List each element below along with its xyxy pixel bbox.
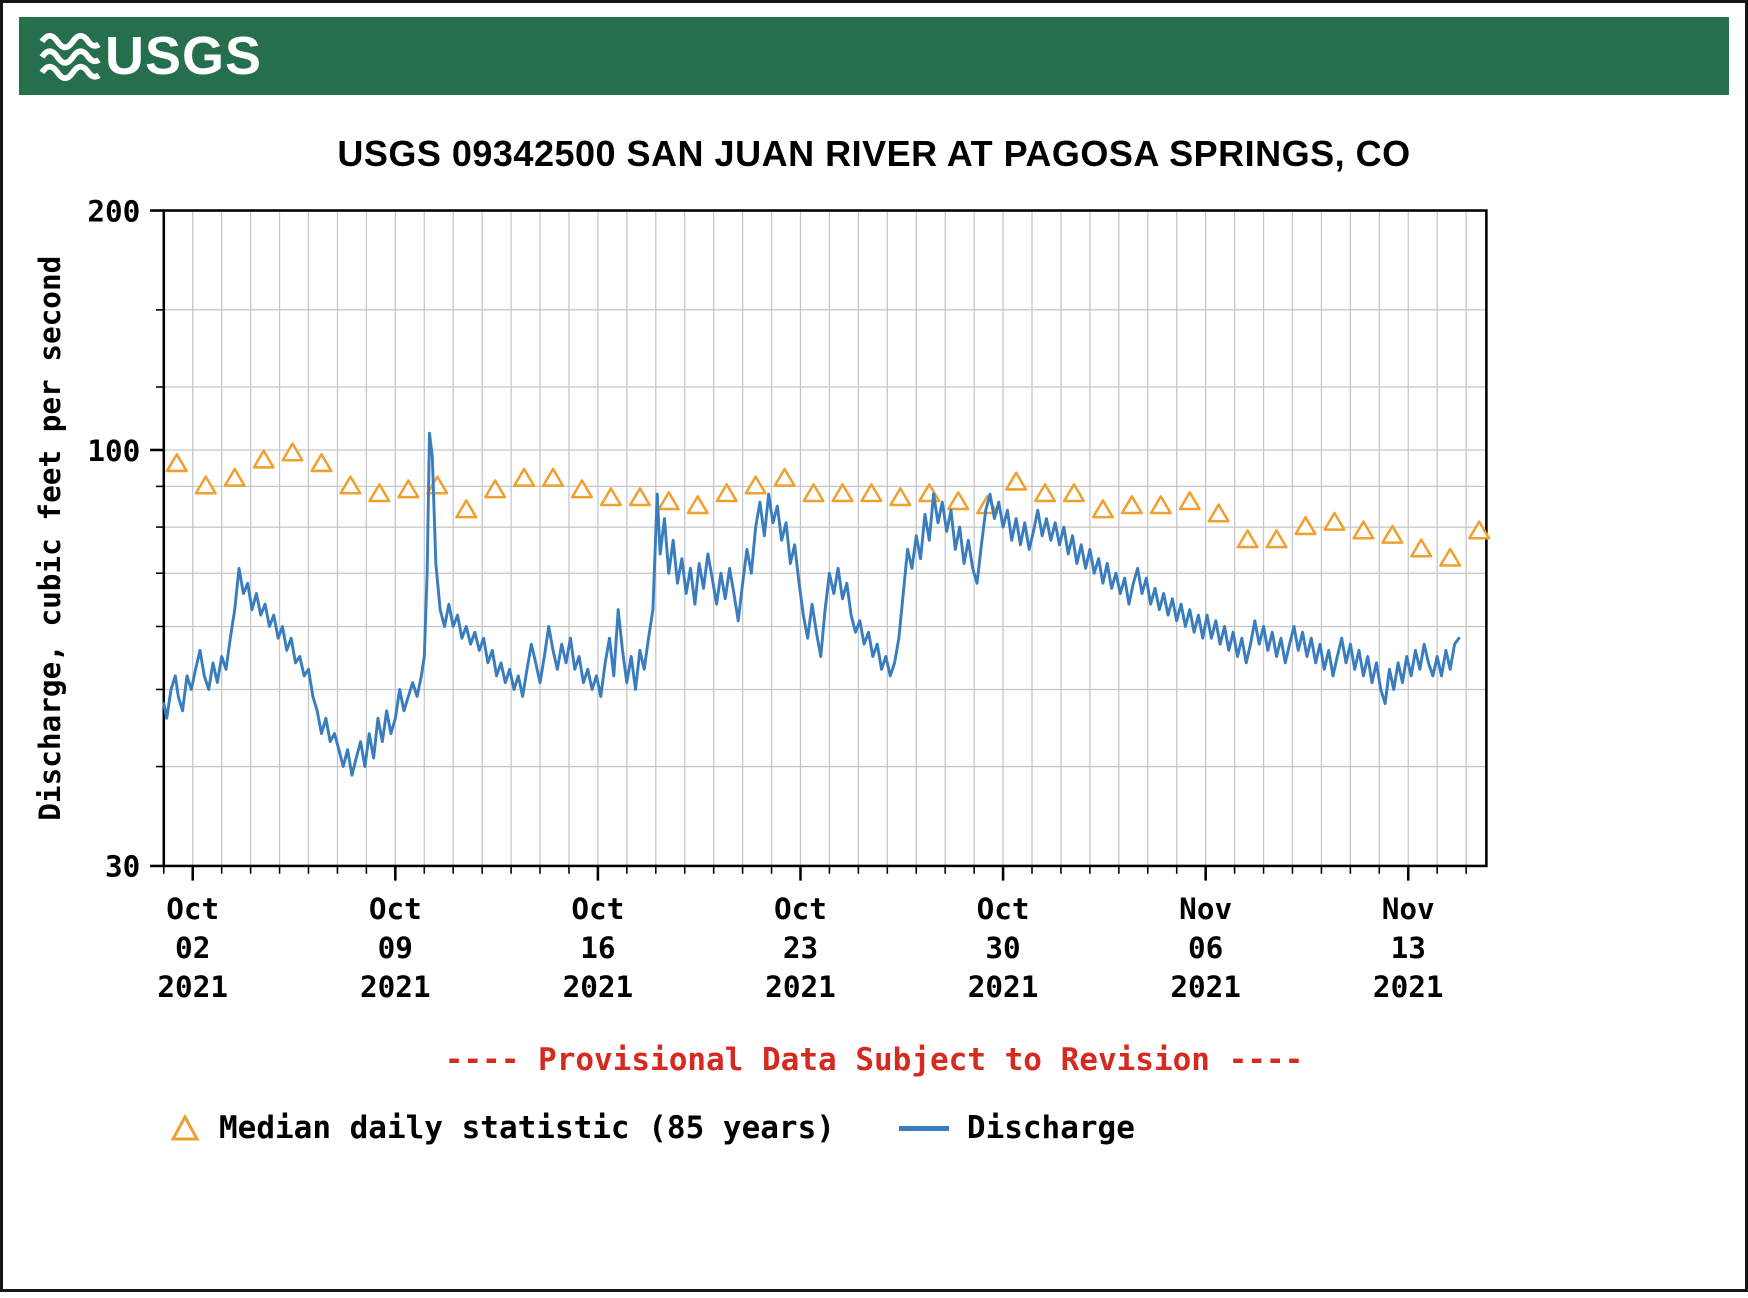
median-marker xyxy=(252,449,275,469)
median-marker xyxy=(1178,491,1201,511)
median-marker xyxy=(339,475,362,495)
median-marker xyxy=(1265,529,1288,549)
median-marker xyxy=(686,495,709,515)
median-marker xyxy=(1468,520,1491,540)
median-marker xyxy=(281,442,304,462)
median-marker xyxy=(657,491,680,511)
x-tick-label: 2021 xyxy=(1170,970,1241,1004)
legend-item-median: Median daily statistic (85 years) xyxy=(169,1110,835,1146)
median-marker xyxy=(773,467,796,487)
median-marker xyxy=(889,487,912,507)
median-marker xyxy=(715,483,738,503)
median-marker xyxy=(223,467,246,487)
x-tick-label: 2021 xyxy=(968,970,1039,1004)
x-tick-label: 23 xyxy=(783,931,818,965)
provisional-notice: ---- Provisional Data Subject to Revisio… xyxy=(444,1042,1304,1079)
page: USGS USGS 09342500 SAN JUAN RIVER AT PAG… xyxy=(3,3,1745,1180)
median-marker xyxy=(1381,524,1404,544)
median-triangle-icon xyxy=(170,1114,200,1141)
median-marker xyxy=(310,453,333,473)
median-marker xyxy=(860,483,883,503)
x-tick-label: 2021 xyxy=(765,970,836,1004)
x-tick-label: 2021 xyxy=(563,970,634,1004)
median-marker xyxy=(744,475,767,495)
median-marker xyxy=(397,479,420,499)
x-tick-label: 09 xyxy=(378,931,413,965)
discharge-line-icon xyxy=(898,1125,949,1131)
median-marker xyxy=(194,475,217,495)
median-marker xyxy=(1236,529,1259,549)
usgs-header-bar: USGS xyxy=(19,17,1729,95)
median-marker xyxy=(599,487,623,507)
median-marker xyxy=(947,491,970,511)
median-marker xyxy=(484,479,507,499)
legend-median-label: Median daily statistic (85 years) xyxy=(219,1110,835,1147)
chart-title: USGS 09342500 SAN JUAN RIVER AT PAGOSA S… xyxy=(337,133,1411,174)
x-tick-label: 02 xyxy=(175,931,210,965)
usgs-waves-icon xyxy=(39,32,101,82)
x-tick-label: Oct xyxy=(774,892,827,926)
median-marker xyxy=(1439,547,1462,567)
x-tick-label: Oct xyxy=(571,892,624,926)
plot-frame xyxy=(162,209,1488,868)
median-marker xyxy=(1323,511,1346,531)
median-marker xyxy=(570,479,594,499)
x-tick-label: 2021 xyxy=(157,970,228,1004)
median-marker xyxy=(513,467,536,487)
usgs-logo-text: USGS xyxy=(105,26,263,86)
median-marker xyxy=(1352,520,1375,540)
legend-item-discharge: Discharge xyxy=(898,1110,1135,1147)
y-tick-label: 200 xyxy=(87,194,140,228)
x-tick-label: Nov xyxy=(1179,892,1232,926)
median-marker xyxy=(455,499,478,519)
median-marker xyxy=(1062,483,1086,503)
usgs-logo: USGS xyxy=(39,28,262,84)
median-marker xyxy=(368,483,391,503)
y-tick-label: 30 xyxy=(105,850,140,884)
median-marker xyxy=(1005,471,1028,491)
x-tick-label: 2021 xyxy=(1373,970,1444,1004)
median-marker xyxy=(426,475,449,495)
median-marker xyxy=(1294,516,1317,536)
x-tick-label: Oct xyxy=(977,892,1030,926)
median-marker xyxy=(831,483,854,503)
median-marker xyxy=(165,453,188,473)
x-tick-label: 16 xyxy=(580,931,615,965)
x-tick-label: 30 xyxy=(985,931,1020,965)
median-marker xyxy=(541,467,565,487)
discharge-line xyxy=(162,431,1461,777)
legend-discharge-label: Discharge xyxy=(966,1110,1135,1147)
x-tick-label: Oct xyxy=(166,892,219,926)
x-tick-label: Oct xyxy=(369,892,422,926)
median-marker xyxy=(1120,495,1143,515)
y-axis-label: Discharge, cubic feet per second xyxy=(33,256,67,821)
hydrograph-plot: Oct 02 2021 Oct 09 2021 Oct 16 2021 Oct 23 2021 Oct 3… xyxy=(33,194,1491,1004)
median-marker xyxy=(1033,483,1057,503)
median-marker xyxy=(628,487,651,507)
chart-legend: Median daily statistic (85 years) Discha… xyxy=(169,1110,1729,1146)
median-marker xyxy=(1410,538,1433,558)
x-tick-label: 2021 xyxy=(360,970,431,1004)
median-marker xyxy=(1149,495,1172,515)
median-marker xyxy=(1091,499,1114,519)
x-tick-label: 13 xyxy=(1391,931,1426,965)
x-tick-label: Nov xyxy=(1382,892,1435,926)
median-marker xyxy=(1207,503,1230,523)
x-tick-label: 06 xyxy=(1188,931,1223,965)
y-tick-label: 100 xyxy=(87,434,140,468)
median-marker xyxy=(802,483,825,503)
